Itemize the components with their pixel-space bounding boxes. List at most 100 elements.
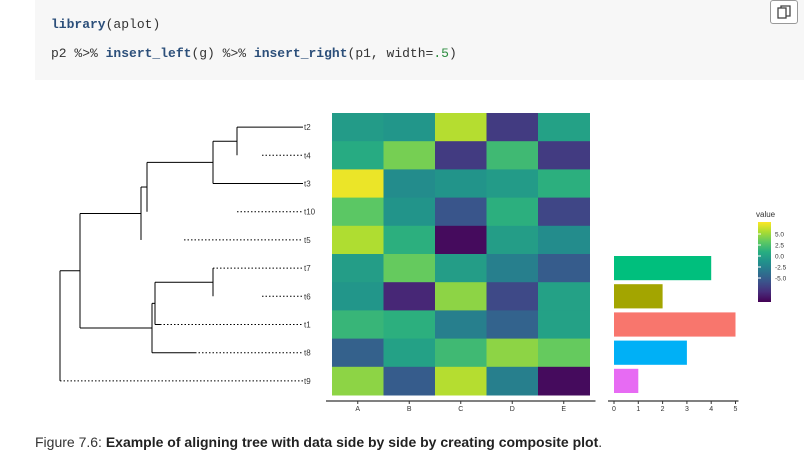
bar-x-tick-label: 4 bbox=[709, 406, 713, 413]
heatmap-x-tick-label: C bbox=[458, 406, 463, 413]
heatmap-cell bbox=[486, 310, 539, 340]
legend-tick-label: 0.0 bbox=[775, 254, 784, 261]
bar-x-tick-label: 0 bbox=[612, 406, 616, 413]
heatmap-cell bbox=[383, 366, 436, 396]
heatmap-cell bbox=[486, 282, 539, 311]
heatmap-cell bbox=[435, 225, 487, 255]
heatmap-x-tick-label: E bbox=[561, 406, 566, 413]
tree-tip-label: t10 bbox=[304, 208, 316, 217]
copy-icon bbox=[777, 5, 791, 19]
code-line-1: library(aplot) bbox=[51, 17, 160, 32]
heatmap-cell bbox=[435, 169, 487, 199]
heatmap-cell bbox=[383, 310, 436, 340]
tree-tip-label: t6 bbox=[304, 292, 311, 301]
heatmap-cell bbox=[435, 310, 487, 340]
heatmap-cell bbox=[538, 169, 590, 199]
heatmap-cell bbox=[383, 254, 436, 283]
heatmap-cell bbox=[383, 225, 436, 255]
caption-period: . bbox=[598, 434, 603, 450]
heatmap-cell bbox=[538, 225, 590, 255]
legend-title: value bbox=[756, 210, 776, 219]
bar-x-tick-label: 5 bbox=[734, 406, 738, 413]
code-argument: (p1, width= bbox=[347, 46, 434, 61]
code-function: insert_right bbox=[253, 46, 348, 61]
heatmap-cell bbox=[332, 141, 384, 170]
heatmap-cell bbox=[332, 169, 384, 199]
code-argument: (g) bbox=[191, 46, 223, 61]
heatmap-cell bbox=[332, 310, 384, 340]
code-block: library(aplot) p2 %>% insert_left(g) %>%… bbox=[35, 0, 804, 80]
heatmap-x-tick-label: A bbox=[355, 406, 360, 413]
heatmap-cell bbox=[332, 197, 384, 227]
heatmap-cell bbox=[435, 141, 487, 170]
heatmap-cell bbox=[332, 366, 384, 396]
heatmap-cell bbox=[383, 113, 436, 142]
heatmap-cell bbox=[538, 366, 590, 396]
heatmap-cell bbox=[332, 282, 384, 311]
heatmap-x-tick-label: D bbox=[510, 406, 515, 413]
code-number: .5 bbox=[433, 46, 449, 61]
heatmap-cell bbox=[435, 113, 487, 142]
legend-colorbar bbox=[758, 222, 771, 302]
heatmap-cell bbox=[538, 282, 590, 311]
heatmap-cell bbox=[435, 282, 487, 311]
heatmap-cell bbox=[538, 310, 590, 340]
bar bbox=[614, 256, 712, 281]
code-argument: aplot bbox=[113, 17, 153, 32]
legend-tick-label: 2.5 bbox=[775, 243, 784, 250]
heatmap-cell bbox=[435, 338, 487, 368]
composite-plot: t2 t4 t3 t10 t5 t7 t6 t1 t8 t9 A B C D E 0 1 2 3 4 5 value 5.0… bbox=[59, 113, 787, 413]
legend-tick-label: -2.5 bbox=[775, 265, 787, 272]
bar bbox=[614, 312, 736, 337]
heatmap-cell bbox=[486, 225, 539, 255]
legend-tick-label: 5.0 bbox=[775, 232, 784, 239]
heatmap-cell bbox=[486, 338, 539, 368]
tree-tip-label: t7 bbox=[304, 264, 311, 273]
heatmap-cell bbox=[332, 113, 384, 142]
heatmap-x-tick-label: B bbox=[407, 406, 412, 413]
heatmap-cell bbox=[383, 282, 436, 311]
heatmap-cell bbox=[538, 113, 590, 142]
heatmap-cell bbox=[486, 113, 539, 142]
heatmap-cell bbox=[383, 197, 436, 227]
bar-x-tick-label: 2 bbox=[661, 406, 665, 413]
heatmap-cell bbox=[486, 197, 539, 227]
heatmap-cell bbox=[435, 254, 487, 283]
code-paren: ( bbox=[105, 17, 114, 32]
caption-title: Example of aligning tree with data side … bbox=[105, 434, 599, 450]
tree-tip-label: t4 bbox=[304, 151, 311, 160]
figure-caption: Figure 7.6: Example of aligning tree wit… bbox=[35, 434, 602, 450]
legend-tick-label: -5.0 bbox=[775, 276, 787, 283]
code-pipe: %>% bbox=[74, 46, 106, 61]
heatmap-cell bbox=[538, 141, 590, 170]
heatmap-cell bbox=[383, 169, 436, 199]
heatmap-cell bbox=[486, 141, 539, 170]
heatmap-cell bbox=[332, 254, 384, 283]
tree-tip-label: t5 bbox=[304, 236, 311, 245]
heatmap-cell bbox=[486, 169, 539, 199]
heatmap-cell bbox=[486, 366, 539, 396]
bar bbox=[614, 368, 639, 393]
bar bbox=[614, 284, 663, 309]
heatmap-cell bbox=[332, 225, 384, 255]
heatmap-cell bbox=[538, 254, 590, 283]
bar-x-tick-label: 3 bbox=[685, 406, 689, 413]
code-pipe: %>% bbox=[222, 46, 254, 61]
tree-tip-label: t8 bbox=[304, 349, 311, 358]
code-line-2: p2 %>% insert_left(g) %>% insert_right(p… bbox=[51, 46, 457, 61]
heatmap-cell bbox=[486, 254, 539, 283]
bar bbox=[614, 340, 687, 365]
caption-label: Figure 7.6: bbox=[35, 434, 106, 450]
heatmap-cell bbox=[383, 141, 436, 170]
heatmap-cell bbox=[538, 338, 590, 368]
heatmap-cell bbox=[435, 366, 487, 396]
copy-button[interactable] bbox=[770, 0, 798, 24]
tree-tip-label: t2 bbox=[304, 123, 311, 132]
heatmap-cell bbox=[435, 197, 487, 227]
tree-tip-label: t9 bbox=[304, 377, 311, 386]
code-function: library bbox=[51, 17, 106, 32]
code-paren: ) bbox=[152, 17, 161, 32]
heatmap-cell bbox=[332, 338, 384, 368]
code-variable: p2 bbox=[51, 46, 75, 61]
code-function: insert_left bbox=[105, 46, 192, 61]
